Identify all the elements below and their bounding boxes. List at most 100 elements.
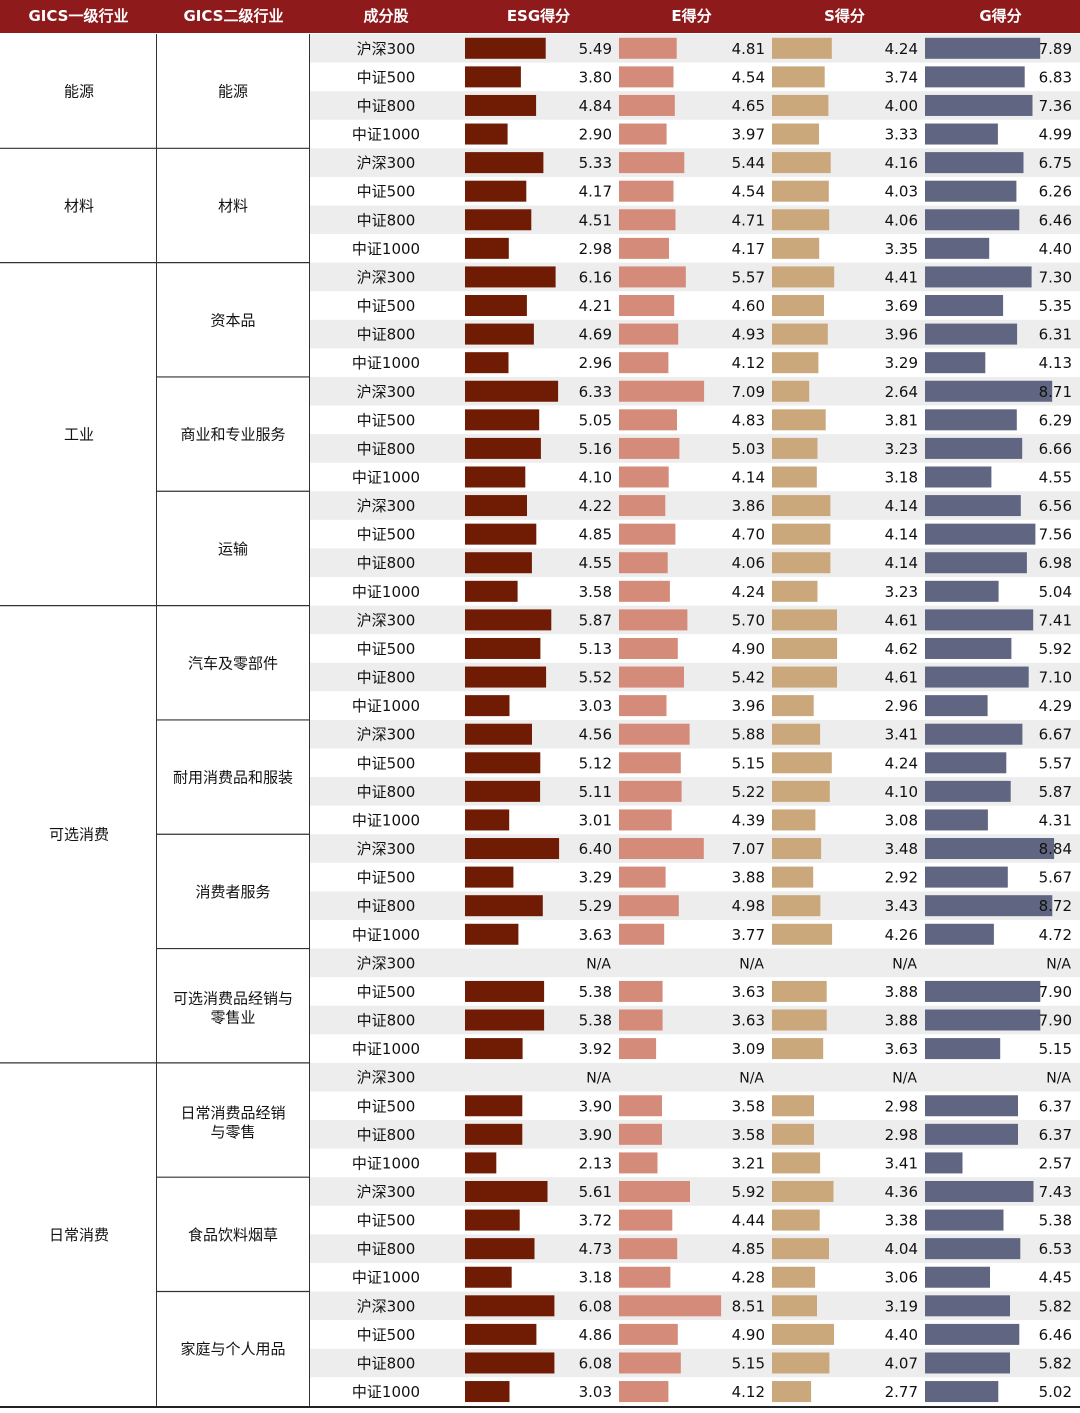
s-bar [772,980,827,1002]
index-label: 沪深300 [357,383,416,401]
header-gics-l2: GICS二级行业 [183,7,284,25]
s-value: 3.69 [885,297,918,315]
gics-l2-label: 食品饮料烟草 [188,1226,278,1244]
e-bar [619,752,681,774]
e-value: 4.85 [732,1240,765,1258]
gics-l2-label: 消费者服务 [195,883,270,901]
g-value: 8.84 [1039,840,1072,858]
s-bar [772,1352,830,1374]
e-bar [619,1323,678,1345]
gics-l2-label: 能源 [218,83,248,101]
index-label: 中证500 [357,1097,416,1115]
g-value: 5.35 [1039,297,1072,315]
s-bar [772,1323,834,1345]
esg-value: 3.63 [579,926,612,944]
index-label: 沪深300 [357,1069,416,1087]
e-bar [619,1381,669,1403]
e-bar [619,380,705,402]
s-value: 3.19 [885,1297,918,1315]
e-value: 4.14 [732,468,765,486]
index-label: 中证800 [357,1126,416,1144]
e-bar [619,1095,662,1117]
s-bar [772,1238,829,1260]
index-label: 中证800 [357,669,416,687]
g-value: 4.31 [1039,811,1072,829]
g-bar [925,1352,1010,1374]
e-value: 5.22 [732,783,765,801]
index-label: 沪深300 [357,40,416,58]
esg-bar [465,1295,555,1317]
esg-value: 6.08 [579,1354,612,1372]
e-bar [619,1266,671,1288]
g-bar [925,1180,1034,1202]
table-row: 沪深300 6.40 7.07 3.48 8.84 [310,834,1080,863]
esg-value: 5.11 [579,783,612,801]
e-bar [619,895,679,917]
e-value: 5.44 [732,154,765,172]
s-bar [772,1381,812,1403]
e-value: 5.70 [732,611,765,629]
e-bar [619,666,684,688]
s-bar [772,1209,820,1231]
s-bar [772,695,814,717]
g-bar [925,1295,1010,1317]
s-bar [772,152,831,174]
e-value: 7.07 [732,840,765,858]
e-bar [619,780,682,802]
s-value: 3.88 [885,1012,918,1030]
g-bar [925,94,1033,116]
table-row: 中证1000 4.10 4.14 3.18 4.55 [352,466,1072,488]
esg-bar [465,838,560,860]
esg-value: 4.69 [579,326,612,344]
g-value: 7.36 [1039,97,1072,115]
s-value: 2.64 [885,383,918,401]
esg-value: 2.90 [579,126,612,144]
index-label: 中证500 [357,1326,416,1344]
table-row: 中证500 5.05 4.83 3.81 6.29 [357,409,1072,431]
gics-l1-label: 日常消费 [49,1226,109,1244]
esg-bar [465,1209,520,1231]
index-label: 沪深300 [357,954,416,972]
e-value: 4.17 [732,240,765,258]
gics-l2-label: 汽车及零部件 [188,654,278,672]
index-label: 中证500 [357,1212,416,1230]
gics-l1-label: 可选消费 [49,826,109,844]
s-bar [772,866,814,888]
esg-value: 2.13 [579,1154,612,1172]
esg-value: 2.98 [579,240,612,258]
esg-bar [465,437,541,459]
e-value: 3.09 [732,1040,765,1058]
esg-value: 5.38 [579,983,612,1001]
e-value: 4.44 [732,1212,765,1230]
table-row: 沪深300 N/A N/A N/A N/A [310,948,1080,978]
esg-value: 4.86 [579,1326,612,1344]
esg-bar [465,323,534,345]
g-bar [925,1323,1020,1345]
index-label: 沪深300 [357,1183,416,1201]
e-value: 4.90 [732,640,765,658]
e-value: 4.54 [732,68,765,86]
esg-bar [465,1180,548,1202]
s-bar [772,923,833,945]
esg-bar [465,37,546,59]
esg-bar [465,695,510,717]
table-row: 中证800 5.16 5.03 3.23 6.66 [310,434,1080,463]
esg-bar [465,295,527,317]
g-bar [925,323,1018,345]
g-value: 6.66 [1039,440,1072,458]
s-bar [772,580,818,602]
s-value: 4.61 [885,611,918,629]
e-value: 5.15 [732,1354,765,1372]
g-bar [925,923,994,945]
esg-bar [465,780,541,802]
index-label: 中证500 [357,183,416,201]
index-label: 中证1000 [352,1040,420,1058]
g-bar [925,66,1025,88]
s-bar [772,523,831,545]
table-row: 中证800 4.69 4.93 3.96 6.31 [310,319,1080,349]
esg-bar [465,466,526,488]
esg-value: 3.72 [579,1212,612,1230]
g-value: 8.71 [1039,383,1072,401]
table-row: 中证800 3.90 3.58 2.98 6.37 [310,1120,1080,1149]
table-row: 中证500 3.29 3.88 2.92 5.67 [357,866,1072,888]
